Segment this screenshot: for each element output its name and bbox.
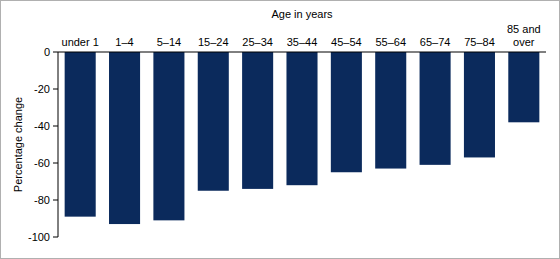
y-tick bbox=[53, 237, 58, 238]
x-tick-label: 55–64 bbox=[375, 36, 406, 48]
y-tick bbox=[53, 163, 58, 164]
x-tick-label: 85 andover bbox=[507, 23, 541, 48]
bar bbox=[286, 52, 317, 185]
x-tick-label: 5–14 bbox=[157, 36, 181, 48]
y-tick-label: -60 bbox=[34, 157, 50, 169]
y-tick-label: -80 bbox=[34, 194, 50, 206]
x-axis bbox=[58, 52, 546, 53]
y-tick bbox=[53, 126, 58, 127]
bar bbox=[375, 52, 406, 169]
frame bbox=[1, 1, 560, 259]
x-tick-label: 45–54 bbox=[331, 36, 362, 48]
bar bbox=[464, 52, 495, 157]
label-line: 85 and bbox=[507, 23, 541, 35]
y-axis-title: Percentage change bbox=[12, 97, 24, 192]
chart: 0 -20 -40 -60 -80 -100 under 1 1–4 5–14 15–24 25–3… bbox=[0, 0, 560, 259]
x-tick-label: 35–44 bbox=[287, 36, 318, 48]
bar bbox=[153, 52, 184, 220]
x-tick-label: 1–4 bbox=[115, 36, 133, 48]
bar bbox=[420, 52, 451, 165]
bar bbox=[242, 52, 273, 189]
bar bbox=[331, 52, 362, 172]
y-axis bbox=[58, 52, 59, 237]
bar bbox=[198, 52, 229, 191]
label-line: over bbox=[513, 36, 535, 48]
y-tick-label: -40 bbox=[34, 120, 50, 132]
bars bbox=[65, 52, 540, 224]
y-tick bbox=[53, 200, 58, 201]
x-tick-label: 25–34 bbox=[242, 36, 273, 48]
bar bbox=[65, 52, 96, 217]
y-tick-label: 0 bbox=[44, 46, 50, 58]
x-tick-label: 15–24 bbox=[198, 36, 229, 48]
x-tick-label: 65–74 bbox=[420, 36, 451, 48]
bar bbox=[109, 52, 140, 224]
y-tick bbox=[53, 52, 58, 53]
x-tick-label: under 1 bbox=[62, 36, 99, 48]
y-tick bbox=[53, 89, 58, 90]
x-tick-label: 75–84 bbox=[464, 36, 495, 48]
y-tick-label: -20 bbox=[34, 83, 50, 95]
y-tick-label: -100 bbox=[28, 231, 50, 243]
bar bbox=[508, 52, 539, 122]
x-axis-title: Age in years bbox=[271, 8, 333, 20]
